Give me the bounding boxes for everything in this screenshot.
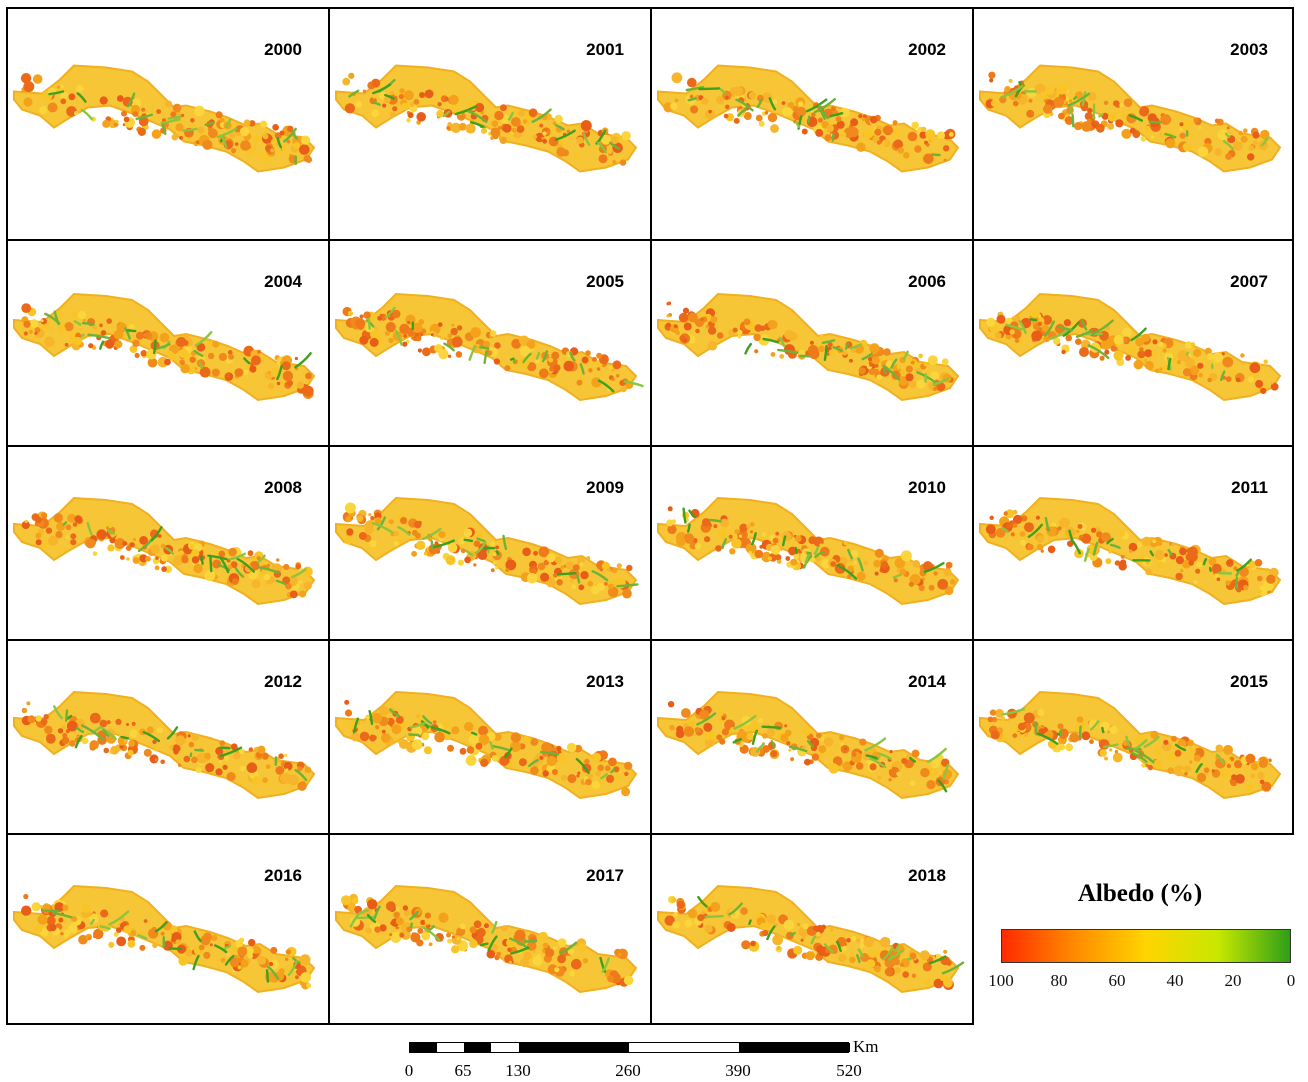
map-grid: 2000 2001 2002 2003 2004 2005 2006 2007 2008 2009… xyxy=(6,7,1294,1025)
year-label: 2012 xyxy=(264,672,302,691)
year-label: 2015 xyxy=(1230,672,1268,691)
scale-segment xyxy=(491,1043,519,1052)
map-panel: 2002 xyxy=(650,7,972,239)
scale-tick-label: 130 xyxy=(505,1061,531,1080)
map-panel: 2017 xyxy=(328,833,650,1025)
grid-line xyxy=(328,7,330,1025)
albedo-map xyxy=(657,884,965,994)
albedo-map xyxy=(13,496,316,606)
map-panel: 2011 xyxy=(972,445,1294,639)
year-label: 2009 xyxy=(586,478,624,497)
legend-tick-label: 80 xyxy=(1050,971,1068,990)
legend-tick-label: 100 xyxy=(988,971,1014,990)
albedo-map xyxy=(979,64,1282,173)
map-panel: 2010 xyxy=(650,445,972,639)
map-panel: 2000 xyxy=(6,7,328,239)
grid-line xyxy=(1292,7,1294,833)
map-panel: 2008 xyxy=(6,445,328,639)
year-label: 2013 xyxy=(586,672,624,691)
scale-segment xyxy=(519,1043,629,1052)
scale-segment xyxy=(410,1043,437,1052)
albedo-legend: Albedo (%) 100 80 60 40 20 0 xyxy=(975,870,1305,1000)
scale-tick-label: 390 xyxy=(725,1061,751,1080)
map-panel: 2016 xyxy=(6,833,328,1025)
scale-bar: Km 0 65 130 260 390 520 xyxy=(404,1037,895,1082)
scale-segment xyxy=(629,1043,739,1052)
albedo-map xyxy=(13,690,316,800)
legend-color-ramp xyxy=(1001,929,1291,963)
year-label: 2001 xyxy=(586,40,624,59)
legend-tick-label: 20 xyxy=(1224,971,1242,990)
grid-line xyxy=(972,7,974,1025)
year-label: 2016 xyxy=(264,866,302,885)
year-label: 2011 xyxy=(1231,478,1268,497)
albedo-map xyxy=(979,292,1282,402)
year-label: 2000 xyxy=(264,40,302,59)
grid-line xyxy=(650,7,652,1025)
map-panel: 2003 xyxy=(972,7,1294,239)
albedo-map xyxy=(13,64,316,173)
legend-tick-label: 40 xyxy=(1166,971,1184,990)
year-label: 2002 xyxy=(908,40,946,59)
scale-segment xyxy=(739,1043,850,1052)
scale-segment xyxy=(464,1043,491,1052)
map-panel: 2014 xyxy=(650,639,972,833)
albedo-map xyxy=(335,690,638,800)
legend-title: Albedo (%) xyxy=(1077,880,1203,907)
legend-tick-label: 0 xyxy=(1286,971,1296,990)
scale-tick-label: 520 xyxy=(836,1061,862,1080)
year-label: 2017 xyxy=(586,866,624,885)
map-panel: 2009 xyxy=(328,445,650,639)
year-label: 2010 xyxy=(908,478,946,497)
year-label: 2005 xyxy=(586,272,624,291)
map-panel: 2001 xyxy=(328,7,650,239)
scale-unit-label: Km xyxy=(853,1037,879,1056)
albedo-map xyxy=(335,64,638,173)
scale-tick-label: 65 xyxy=(454,1061,472,1080)
albedo-map xyxy=(979,690,1282,800)
map-panel: 2007 xyxy=(972,239,1294,445)
map-panel: 2004 xyxy=(6,239,328,445)
legend-tick-label: 60 xyxy=(1108,971,1126,990)
map-panel: 2006 xyxy=(650,239,972,445)
scale-tick-label: 260 xyxy=(615,1061,641,1080)
albedo-map xyxy=(335,496,639,606)
year-label: 2007 xyxy=(1230,272,1268,291)
scale-tick-label: 0 xyxy=(404,1061,414,1080)
albedo-map xyxy=(335,884,638,994)
albedo-map xyxy=(657,496,960,606)
year-label: 2018 xyxy=(908,866,946,885)
year-label: 2003 xyxy=(1230,40,1268,59)
year-label: 2004 xyxy=(264,272,302,291)
albedo-map xyxy=(657,64,960,173)
albedo-map xyxy=(13,292,316,402)
albedo-map xyxy=(335,292,644,402)
scale-bar-segments xyxy=(409,1042,850,1053)
grid-line xyxy=(6,7,8,1025)
map-panel: 2005 xyxy=(328,239,650,445)
albedo-map xyxy=(979,496,1282,606)
albedo-map xyxy=(657,690,960,800)
scale-segment xyxy=(437,1043,464,1052)
grid-line xyxy=(6,1023,972,1025)
year-label: 2014 xyxy=(908,672,946,691)
map-panel: 2018 xyxy=(650,833,972,1025)
year-label: 2006 xyxy=(908,272,946,291)
year-label: 2008 xyxy=(264,478,302,497)
map-panel: 2015 xyxy=(972,639,1294,833)
albedo-map xyxy=(13,884,316,994)
map-panel: 2012 xyxy=(6,639,328,833)
map-panel: 2013 xyxy=(328,639,650,833)
albedo-map xyxy=(657,292,960,402)
